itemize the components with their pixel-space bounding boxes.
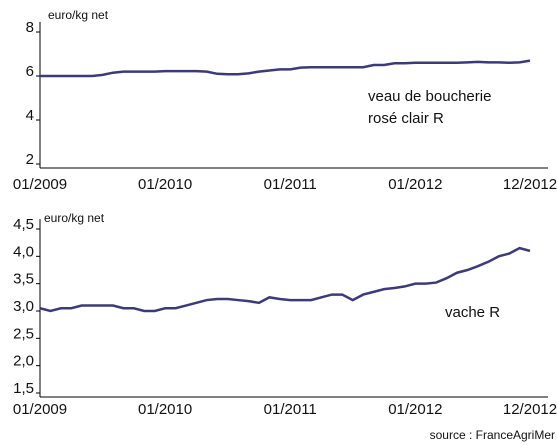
x-tick-label: 01/2010 — [138, 176, 192, 193]
y-tick-label: 4 — [26, 107, 34, 124]
annotation: vache R — [445, 304, 500, 321]
annotation: veau de boucherie — [368, 88, 491, 105]
line — [39, 246, 531, 313]
y-tick-label: 4,5 — [13, 216, 34, 233]
source: source : FranceAgriMer — [430, 428, 555, 442]
y-tick-label: 2 — [26, 151, 34, 168]
x-tick-label: 12/2012 — [503, 401, 557, 418]
x-tick-label: 01/2012 — [388, 176, 442, 193]
x-tick-label: 01/2009 — [13, 401, 67, 418]
line — [40, 59, 531, 78]
x-tick-label: 01/2009 — [13, 176, 67, 193]
x-tick-label: 01/2010 — [138, 401, 192, 418]
y-axis-label: euro/kg net — [44, 211, 105, 225]
x-tick-label: 12/2012 — [503, 176, 557, 193]
y-tick-label: 4,0 — [13, 243, 34, 260]
y-tick-label: 8 — [26, 19, 34, 36]
y-tick-label: 2,5 — [13, 325, 34, 342]
annotation: rosé clair R — [368, 110, 444, 127]
y-tick-label: 3,5 — [13, 271, 34, 288]
x-tick-label: 01/2011 — [264, 401, 317, 418]
x-tick-label: 01/2011 — [264, 176, 317, 193]
y-tick-label: 6 — [26, 63, 34, 80]
x-tick-label: 01/2012 — [388, 401, 442, 418]
y-tick-label: 3,0 — [13, 298, 34, 315]
y-tick-label: 2,0 — [13, 353, 34, 370]
y-axis-label: euro/kg net — [48, 8, 109, 22]
y-tick-label: 1,5 — [13, 380, 34, 397]
